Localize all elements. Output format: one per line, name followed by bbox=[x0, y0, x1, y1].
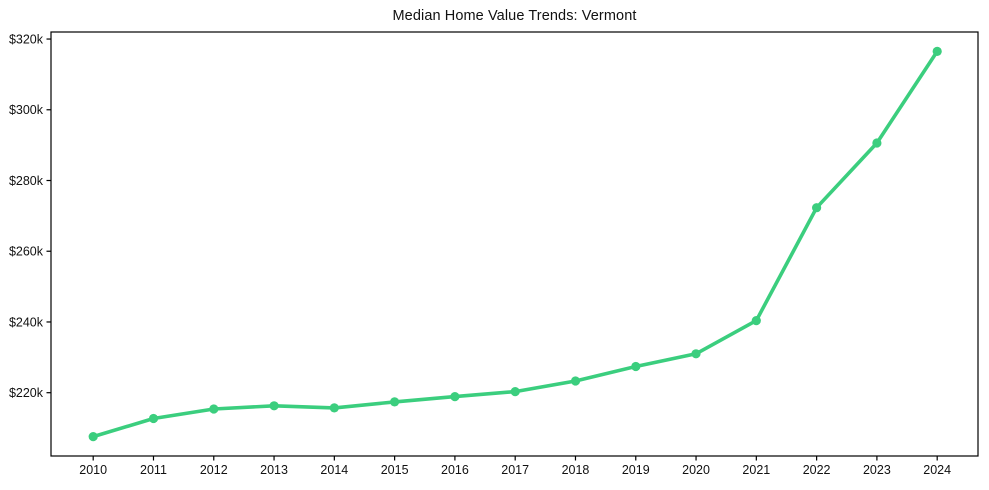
x-tick-label: 2012 bbox=[200, 463, 228, 477]
x-tick-label: 2024 bbox=[923, 463, 951, 477]
x-tick-label: 2020 bbox=[682, 463, 710, 477]
y-tick-label: $300k bbox=[9, 103, 44, 117]
data-point-marker bbox=[631, 361, 641, 372]
data-point-marker bbox=[269, 401, 279, 411]
x-tick-label: 2019 bbox=[622, 463, 650, 477]
y-tick-label: $280k bbox=[9, 174, 44, 188]
x-tick-label: 2015 bbox=[381, 463, 409, 477]
data-point-marker bbox=[812, 203, 822, 213]
y-tick-label: $260k bbox=[9, 245, 44, 259]
data-point-marker bbox=[510, 387, 520, 397]
x-tick-label: 2022 bbox=[803, 463, 831, 477]
x-tick-label: 2017 bbox=[501, 463, 529, 477]
y-tick-label: $320k bbox=[9, 32, 44, 46]
data-point-marker bbox=[691, 349, 701, 359]
x-tick-label: 2011 bbox=[140, 463, 167, 477]
data-point-marker bbox=[751, 316, 761, 326]
data-point-marker bbox=[88, 432, 98, 442]
data-point-marker bbox=[570, 376, 581, 386]
plot-area-border bbox=[50, 31, 979, 457]
x-tick-label: 2021 bbox=[742, 463, 770, 477]
data-point-marker bbox=[932, 46, 942, 57]
x-tick-label: 2018 bbox=[562, 463, 590, 477]
y-tick-label: $240k bbox=[9, 315, 44, 329]
x-tick-label: 2023 bbox=[863, 463, 891, 477]
x-tick-label: 2014 bbox=[320, 463, 348, 477]
data-point-marker bbox=[390, 397, 400, 407]
y-tick-label: $220k bbox=[9, 386, 44, 400]
chart-title: Median Home Value Trends: Vermont bbox=[392, 8, 637, 24]
data-point-marker bbox=[329, 403, 339, 413]
data-point-marker bbox=[450, 392, 460, 402]
x-tick-label: 2010 bbox=[79, 463, 107, 477]
x-tick-label: 2016 bbox=[441, 463, 469, 477]
data-point-marker bbox=[872, 138, 882, 148]
data-point-marker bbox=[209, 404, 219, 414]
x-tick-label: 2013 bbox=[260, 463, 288, 477]
data-point-marker bbox=[148, 413, 159, 424]
